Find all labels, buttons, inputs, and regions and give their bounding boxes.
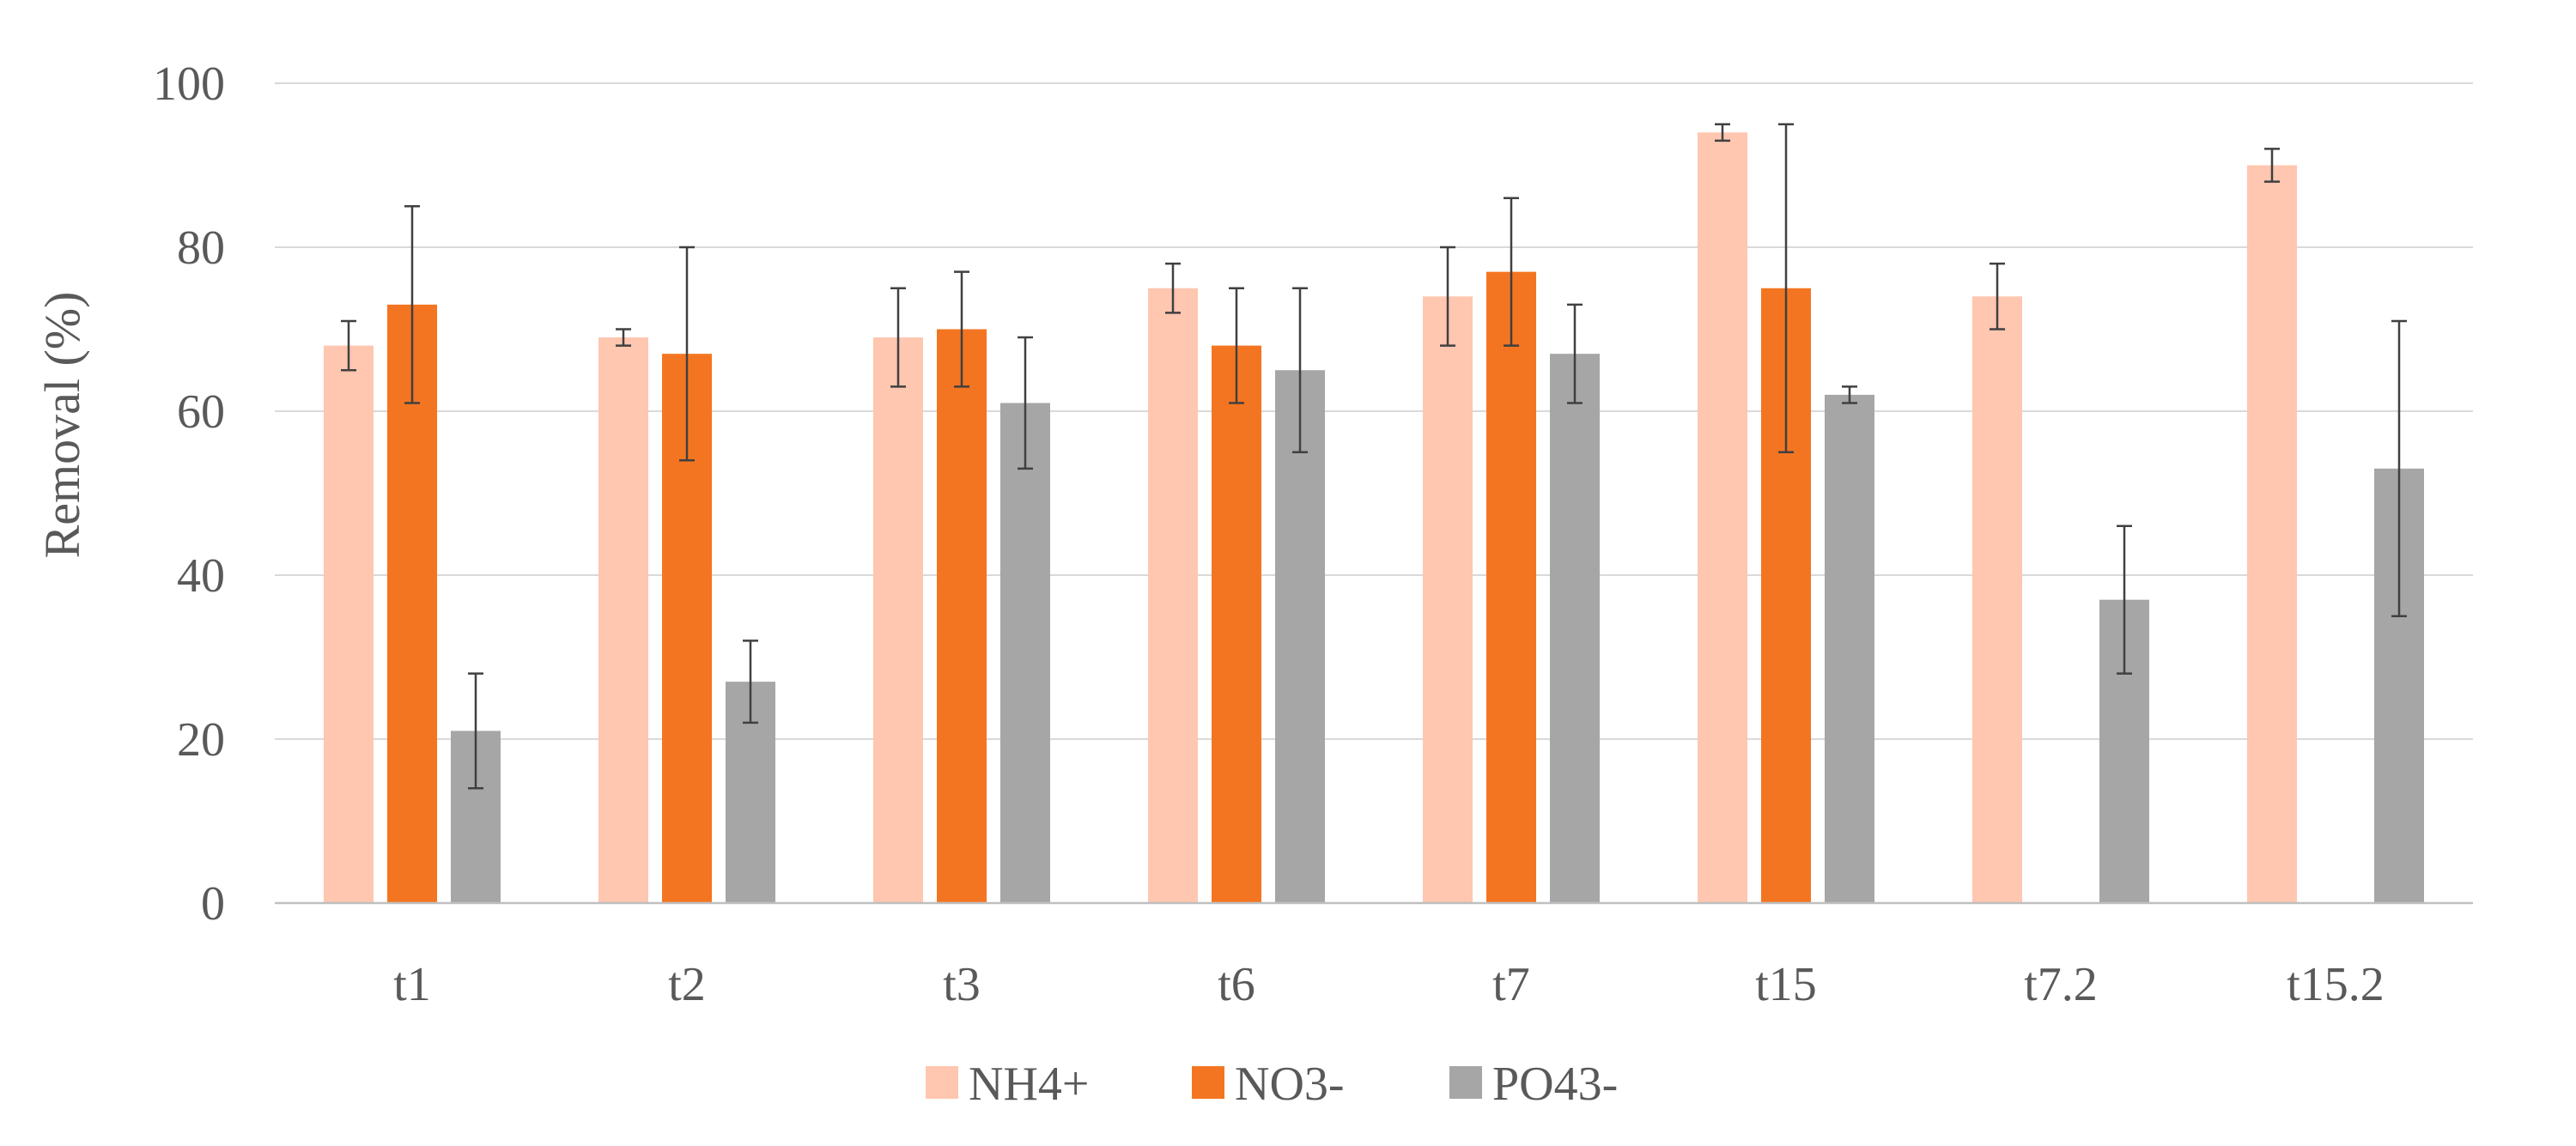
y-axis-title: Removal (%)	[34, 292, 90, 559]
bar-no3-t7	[1486, 271, 1536, 903]
bar-nh4-t6	[1148, 288, 1198, 903]
bar-nh4-t7	[1423, 296, 1473, 903]
bar-nh4-t15	[1698, 132, 1747, 904]
x-tick-label: t15.2	[2287, 958, 2385, 1011]
y-tick-label: 20	[177, 713, 225, 767]
x-tick-label: t1	[393, 958, 431, 1011]
bar-no3-t6	[1212, 345, 1261, 904]
legend-label-po43: PO43-	[1492, 1058, 1618, 1111]
x-tick-label: t6	[1218, 958, 1255, 1011]
bar-nh4-t15.2	[2247, 165, 2297, 903]
x-tick-label: t7.2	[2024, 958, 2098, 1011]
axes: 0 20 40 60 80 100 t1 t2 t3 t6 t7 t15 t7.2 t15.2	[153, 58, 2473, 1011]
x-tick-label: t3	[943, 958, 981, 1011]
x-tick-label: t2	[668, 958, 706, 1011]
legend-swatch-po43	[1449, 1066, 1482, 1099]
legend-swatch-no3	[1192, 1066, 1224, 1099]
legend-label-nh4: NH4+	[969, 1058, 1089, 1111]
bars	[324, 132, 2424, 904]
bar-nh4-t7.2	[1972, 296, 2022, 903]
x-tick-label: t15	[1755, 958, 1817, 1011]
error-bars	[341, 123, 2407, 790]
x-tick-label: t7	[1492, 958, 1530, 1011]
y-tick-label: 40	[177, 549, 225, 603]
legend-label-no3: NO3-	[1235, 1058, 1345, 1111]
y-tick-label: 100	[153, 58, 225, 111]
bar-nh4-t1	[324, 345, 374, 904]
legend-swatch-nh4	[926, 1066, 958, 1099]
bar-po43-t7	[1550, 354, 1600, 903]
bar-nh4-t3	[873, 337, 923, 903]
bar-no3-t3	[937, 329, 987, 903]
bar-po43-t15	[1825, 394, 1874, 903]
bar-po43-t6	[1275, 370, 1325, 903]
bar-nh4-t2	[598, 337, 648, 903]
y-tick-label: 60	[177, 385, 225, 439]
bar-po43-t3	[1000, 403, 1050, 903]
y-tick-label: 0	[201, 877, 225, 931]
y-tick-label: 80	[177, 221, 225, 275]
bar-no3-t1	[387, 304, 437, 904]
legend: NH4+ NO3- PO43-	[926, 1058, 1618, 1111]
